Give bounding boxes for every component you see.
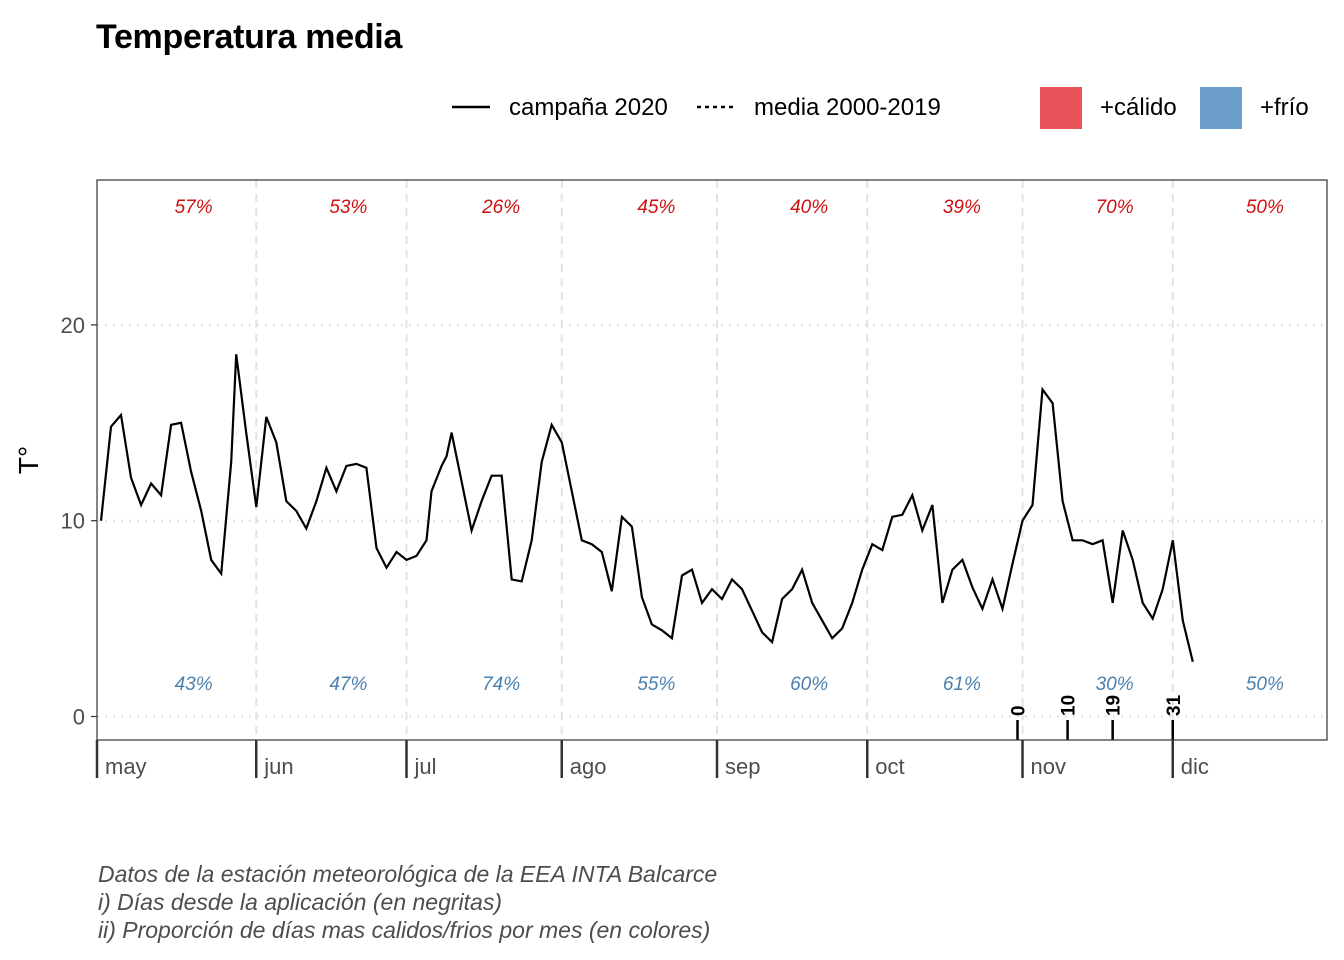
chart-title: Temperatura media [96,18,403,56]
month-label: nov [1031,754,1066,779]
warm-percent-label: 57% [175,197,213,218]
month-label: ago [570,754,607,779]
caption-line-2: i) Días desde la aplicación (en negritas… [98,889,502,915]
month-label: jul [414,754,437,779]
cold-percent-label: 61% [943,674,981,695]
cold-percent-label: 50% [1246,674,1284,695]
y-tick-label: 20 [61,313,85,338]
cold-percent-label: 43% [175,674,213,695]
campaign-2020-line [99,354,1194,662]
month-label: oct [875,754,904,779]
legend-warm-swatch [1040,87,1082,129]
cold-percent-label: 55% [637,674,675,695]
legend-label-mean: media 2000-2019 [754,94,941,121]
legend-label-2020: campaña 2020 [509,94,668,121]
legend [452,87,1242,129]
month-label: jun [263,754,293,779]
month-label: may [105,754,147,779]
warm-percent-label: 50% [1246,197,1284,218]
application-day-label: 31 [1164,694,1185,716]
cold-percent-label: 47% [329,674,367,695]
month-label: dic [1181,754,1209,779]
application-day-label: 10 [1059,695,1080,716]
series-lines [99,354,1194,662]
warm-percent-label: 39% [943,197,981,218]
y-axis-label: T° [13,446,44,474]
legend-label-warm: +cálido [1100,94,1177,121]
y-tick-label: 10 [61,509,85,534]
month-label: sep [725,754,760,779]
caption-line-1: Datos de la estación meteorológica de la… [98,861,718,887]
legend-cold-swatch [1200,87,1242,129]
warm-percent-label: 45% [637,197,675,218]
caption-line-3: ii) Proporción de días mas calidos/frios… [98,917,711,943]
legend-label-cold: +frío [1260,94,1309,121]
cold-percent-label: 60% [790,674,828,695]
warm-percent-label: 26% [481,197,520,218]
application-day-label: 0 [1009,705,1030,716]
axes: 0 10 20 T° may jun jul ago sep oct nov dic 0 10 19 31 [13,313,1209,779]
application-day-label: 19 [1104,695,1125,716]
warm-percent-label: 53% [329,197,367,218]
warm-percent-label: 70% [1096,197,1134,218]
y-tick-label: 0 [73,705,85,730]
warm-percent-label: 40% [790,197,828,218]
grid [97,180,1327,740]
cold-percent-label: 74% [482,674,520,695]
percent-labels: 57% 43% 53% 47% 26% 74% 45% 55% 40% 60% 39% 61% 70% 3… [175,197,1284,695]
plot-border [96,179,1328,741]
cold-percent-label: 30% [1096,674,1134,695]
